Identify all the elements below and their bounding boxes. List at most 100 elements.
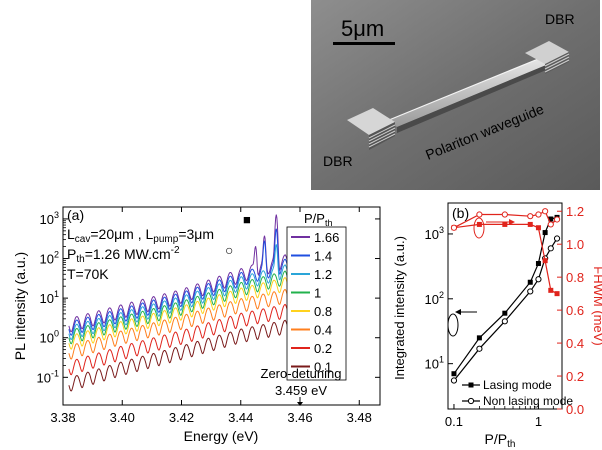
marker-square [527,279,533,285]
x-tick-label: 3.44 [228,410,253,425]
marker-square [476,335,482,341]
legend-marker-circle [467,397,475,405]
param-lcav: Lcav=20μm , Lpump=3μm [67,226,214,245]
panel-a: 3.38 3.40 3.42 3.44 3.46 3.48 10-110010110210… [12,206,381,444]
legend-label: Non lasing mode [483,394,573,408]
panel-b-ylabel-left: Integrated intensity (a.u.) [392,236,407,380]
zero-detuning-arrowhead [297,402,303,406]
panel-a-x-tick-labels: 3.38 3.40 3.42 3.44 3.46 3.48 [50,410,372,425]
y-tick-label: 102 [40,250,59,267]
panel-b-xlabel: P/Pth [485,431,516,450]
spectrum-1.66 [68,214,319,333]
x-tick-label: 0.1 [445,414,463,429]
x-tick-label: 3.38 [50,410,75,425]
marker-circle [535,211,542,218]
marker-circle [450,224,458,231]
param-temperature: T=70K [67,266,109,282]
legend-label: 0.4 [314,323,332,338]
marker-square [548,287,554,293]
fhwm-ellipse [473,217,485,239]
panel-a-ylabel: PL intensity (a.u.) [12,252,28,360]
spectrum-1 [68,270,319,345]
legend-title: P/Pth [304,211,332,228]
marker-square [535,225,541,231]
y-right-tick-label: 0.2 [566,369,584,384]
x-tick-label: 3.46 [287,410,312,425]
marker-circle [535,276,542,283]
y-tick-label: 101 [40,289,59,306]
panel-a-ticks [62,207,380,405]
legend-label: Lasing mode [483,378,552,392]
marker-circle [527,213,534,220]
zero-detuning-value: 3.459 eV [275,383,327,398]
legend-label: 1.66 [314,230,339,245]
x-tick-label: 3.40 [110,410,135,425]
legend-label: 1.4 [314,249,332,264]
waveguide-ridge [388,56,551,133]
panel-b-label: (b) [452,205,469,221]
legend-box [286,226,347,381]
dbr-left-label: DBR [323,153,353,169]
legend-label: 0.8 [314,304,332,319]
y-tick-label: 101 [425,355,444,372]
panel-b: 0.1 1 101 102 103 0.0 0.2 0.4 0.6 0.8 1.0 1.2 (b) L… [392,202,602,450]
panel-b-ylabel-right: FHWM (meV) [591,266,602,345]
marker-circle [476,345,483,352]
marker-circle [501,318,508,325]
y-right-tick-label: 0.4 [566,336,584,351]
x-tick-label: 3.42 [169,410,194,425]
marker-square [535,261,541,267]
legend-label: 1 [314,286,321,301]
sem-micrograph: 5μm DBR DBR Polariton waveguide [311,0,600,190]
marker-open-circle: ○ [225,242,233,258]
marker-circle [553,216,561,223]
param-pth: Pth=1.26 MW.cm-2 [67,245,180,265]
marker-square [502,310,508,316]
spectrum-0.4 [68,288,318,360]
dbr-left-structure [347,108,396,150]
marker-circle [527,288,534,295]
y-right-tick-label: 0.6 [566,303,584,318]
marker-filled-square: ■ [243,212,251,227]
y-right-tick-label: 1.0 [566,237,584,252]
marker-square [451,371,457,377]
dbr-right-label: DBR [545,11,575,27]
scale-bar [333,42,395,45]
spectrum-0.8 [68,277,318,350]
panel-b-tick-labels: 0.1 1 101 102 103 0.0 0.2 0.4 0.6 0.8 1.0 1.2 [425,204,585,429]
intensity-ellipse [447,313,459,337]
intensity-arrowhead [455,309,461,315]
spectrum-0.2 [68,303,318,376]
panel-a-xlabel: Energy (eV) [184,428,259,444]
panel-a-legend: 1.66 1.4 1.2 1 0.8 0.4 0.2 0.1 [291,230,339,375]
panel-b-series [450,208,561,384]
panel-a-frame [62,206,381,406]
y-right-tick-label: 1.2 [566,204,584,219]
marker-circle [553,235,561,242]
panel-a-label: (a) [67,207,84,223]
y-tick-label: 103 [425,225,444,242]
series-line-2 [453,223,558,295]
panel-a-y-tick-labels: 10-1 100 101 102 103 [37,210,59,385]
marker-circle [450,377,458,384]
spectrum-1.4 [68,228,319,336]
marker-circle [542,208,549,215]
y-tick-label: 102 [425,290,444,307]
y-right-tick-label: 0.8 [566,270,584,285]
panel-a-series [68,214,319,392]
legend-label: 0.1 [314,360,332,375]
x-tick-label: 3.48 [347,410,372,425]
marker-square [527,221,533,227]
marker-circle [501,211,508,218]
scale-bar-label: 5μm [341,16,384,41]
marker-circle [547,245,554,252]
marker-square [554,291,560,297]
legend-marker-square [468,382,474,388]
marker-square [502,221,508,227]
panel-b-ticks [448,210,562,410]
x-tick-label: 1 [535,414,542,429]
fhwm-arrowhead [509,219,515,225]
y-tick-label: 100 [40,329,59,346]
marker-square [476,221,482,227]
